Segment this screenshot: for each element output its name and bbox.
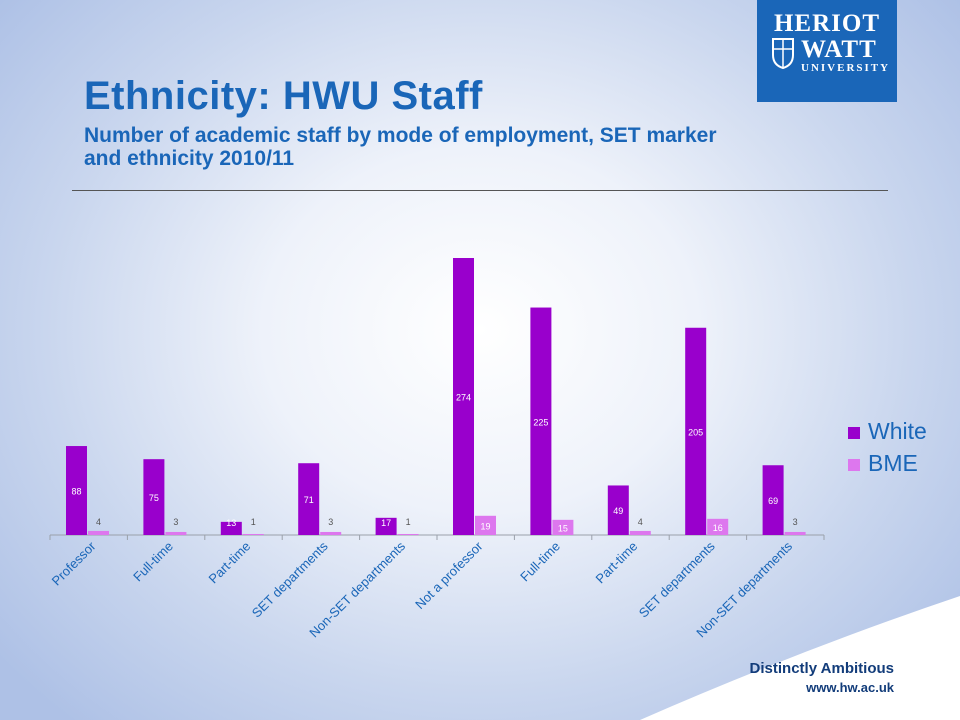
bar-white (298, 463, 320, 535)
data-label: 71 (304, 495, 314, 505)
data-label: 3 (328, 517, 333, 527)
data-label: 4 (638, 517, 643, 527)
bar-white (607, 485, 629, 535)
bar-white (685, 327, 707, 535)
data-label: 205 (688, 427, 703, 437)
legend-label-bme: BME (868, 450, 918, 476)
x-tick-label: Part-time (205, 539, 253, 587)
crest-icon (772, 38, 794, 69)
data-label: 75 (149, 493, 159, 503)
bar-bme (88, 530, 109, 535)
footer-tagline: Distinctly Ambitious (749, 660, 894, 677)
data-label: 3 (173, 517, 178, 527)
footer-url[interactable]: www.hw.ac.uk (806, 680, 894, 695)
legend-label-white: White (868, 418, 927, 444)
bar-white (143, 459, 165, 535)
logo-line-1: HERIOT (773, 10, 881, 37)
data-label: 49 (613, 506, 623, 516)
data-label: 88 (71, 487, 81, 497)
data-label: 19 (480, 521, 490, 531)
x-tick-label: Full-time (130, 539, 176, 585)
bar-bme (552, 519, 574, 535)
logo-line-2: WATT (801, 36, 877, 63)
data-label: 274 (456, 393, 471, 403)
data-label: 1 (406, 517, 411, 527)
legend-swatch-white (848, 427, 860, 439)
x-tick-label: Professor (49, 538, 99, 588)
bar-white (530, 307, 552, 535)
x-tick-label: SET departments (249, 538, 331, 620)
x-tick-label: SET departments (636, 538, 718, 620)
bar-bme (320, 531, 342, 535)
bar-bme (707, 518, 729, 535)
bar-white (453, 258, 474, 535)
title-divider (72, 190, 888, 191)
data-label: 16 (713, 523, 723, 533)
bar-bme (629, 530, 651, 535)
data-label: 13 (226, 518, 236, 528)
bar-white (762, 465, 784, 535)
data-label: 225 (533, 417, 548, 427)
bar-white (220, 521, 242, 535)
x-tick-label: Part-time (592, 539, 640, 587)
x-tick-label: Not a professor (412, 538, 486, 612)
bar-bme (475, 515, 496, 535)
legend-swatch-bme (848, 459, 860, 471)
bar-bme (242, 533, 264, 535)
data-label: 1 (251, 517, 256, 527)
slide-subtitle: Number of academic staff by mode of empl… (84, 124, 717, 170)
logo-line-3: UNIVERSITY (801, 62, 891, 74)
data-label: 15 (558, 523, 568, 533)
bar-white (375, 517, 397, 535)
data-label: 4 (96, 517, 101, 527)
slide-title: Ethnicity: HWU Staff (84, 74, 483, 118)
bar-bme (165, 531, 187, 535)
bar-bme (784, 531, 806, 535)
data-label: 3 (793, 517, 798, 527)
data-label: 69 (768, 496, 778, 506)
data-label: 17 (381, 518, 391, 528)
bar-bme (397, 533, 419, 535)
bar-white (66, 446, 87, 535)
x-tick-label: Full-time (517, 539, 563, 585)
heriot-watt-logo: HERIOT WATT UNIVERSITY (757, 0, 897, 102)
